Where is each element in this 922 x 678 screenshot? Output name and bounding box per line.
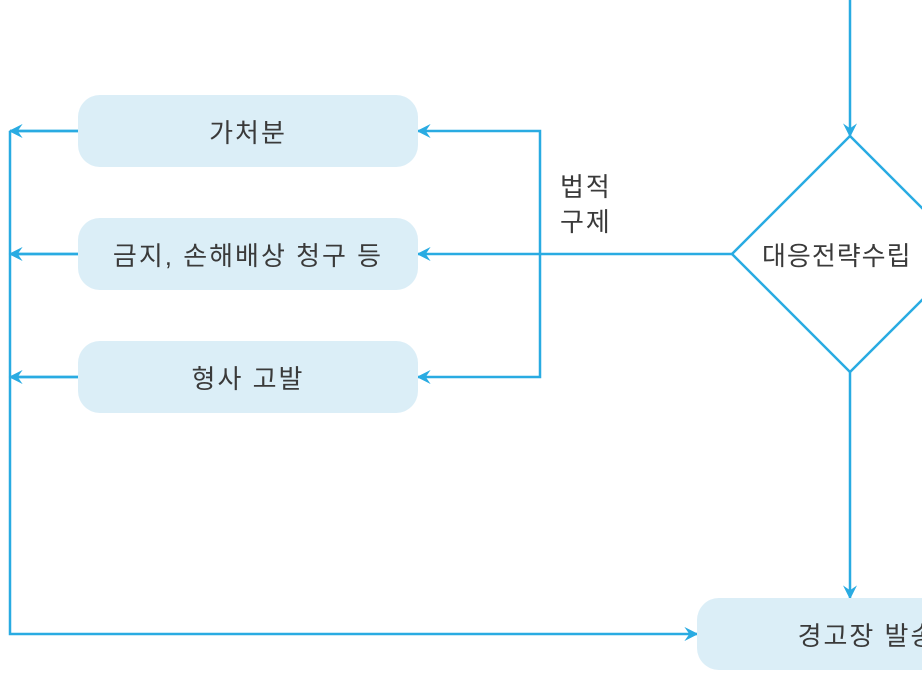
flowchart-canvas: 가처분 금지, 손해배상 청구 등 형사 고발 대응전략수립 경고장 발송 법적… xyxy=(0,0,922,678)
node-criminal-complaint: 형사 고발 xyxy=(78,341,418,413)
node-warning-letter: 경고장 발송 xyxy=(697,598,922,670)
node-label: 금지, 손해배상 청구 등 xyxy=(113,236,383,273)
node-label: 경고장 발송 xyxy=(798,616,922,653)
node-injunction-damages: 금지, 손해배상 청구 등 xyxy=(78,218,418,290)
node-label: 가처분 xyxy=(209,113,287,150)
node-provisional-disposition: 가처분 xyxy=(78,95,418,167)
node-label: 형사 고발 xyxy=(192,359,305,396)
edge-e-to-n3 xyxy=(418,254,540,377)
edge-e-to-n1 xyxy=(418,131,540,254)
edge-label-legal-remedy: 법적 구제 xyxy=(560,170,612,240)
node-strategy-decision-label: 대응전략수립 xyxy=(762,236,912,273)
